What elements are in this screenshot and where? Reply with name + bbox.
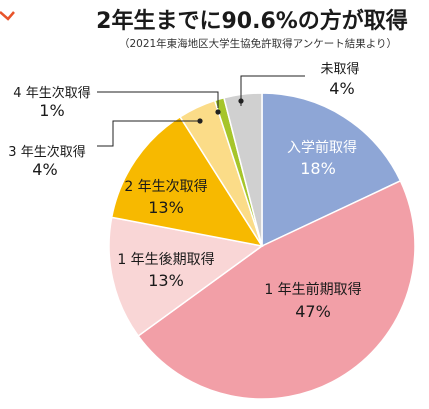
slice-value-year2: 13% — [148, 198, 184, 217]
slice-label-year4: 4 年生次取得 — [13, 85, 90, 101]
slice-label-none: 未取得 — [320, 61, 359, 77]
pie-slice-preenroll — [261, 92, 402, 248]
leader-line-year3 — [97, 120, 200, 147]
slice-label-year1-first: 1 年生前期取得 — [264, 281, 361, 298]
slice-value-year1-first: 47% — [295, 302, 331, 321]
slice-label-year3: 3 年生次取得 — [8, 144, 85, 160]
slice-value-year1-second: 13% — [148, 271, 184, 290]
chart-title: 2年生までに90.6%の方が取得 — [96, 8, 408, 34]
slice-value-none: 4% — [329, 79, 354, 98]
slice-value-year3: 4% — [32, 160, 57, 179]
leader-line-none — [240, 75, 305, 106]
pie-slice-year1-second — [108, 216, 264, 337]
leader-dot-year3 — [197, 118, 203, 124]
slice-label-year2: 2 年生次取得 — [124, 178, 207, 195]
pie-slices — [108, 92, 416, 400]
leader-dot-year4 — [215, 109, 221, 115]
leader-dot-none — [238, 98, 244, 104]
slice-label-year1-second: 1 年生後期取得 — [117, 251, 214, 268]
slice-label-preenroll: 入学前取得 — [287, 139, 357, 156]
pie-slice-year1-first — [137, 179, 416, 400]
accent-mark-icon — [0, 11, 15, 21]
chart-subtitle: （2021年東海地区大学生協免許取得アンケート結果より） — [119, 37, 397, 50]
leader-line-year4 — [97, 91, 219, 108]
pie-slice-none — [223, 92, 263, 247]
slice-value-preenroll: 18% — [300, 159, 336, 178]
slice-value-year4: 1% — [39, 101, 64, 120]
